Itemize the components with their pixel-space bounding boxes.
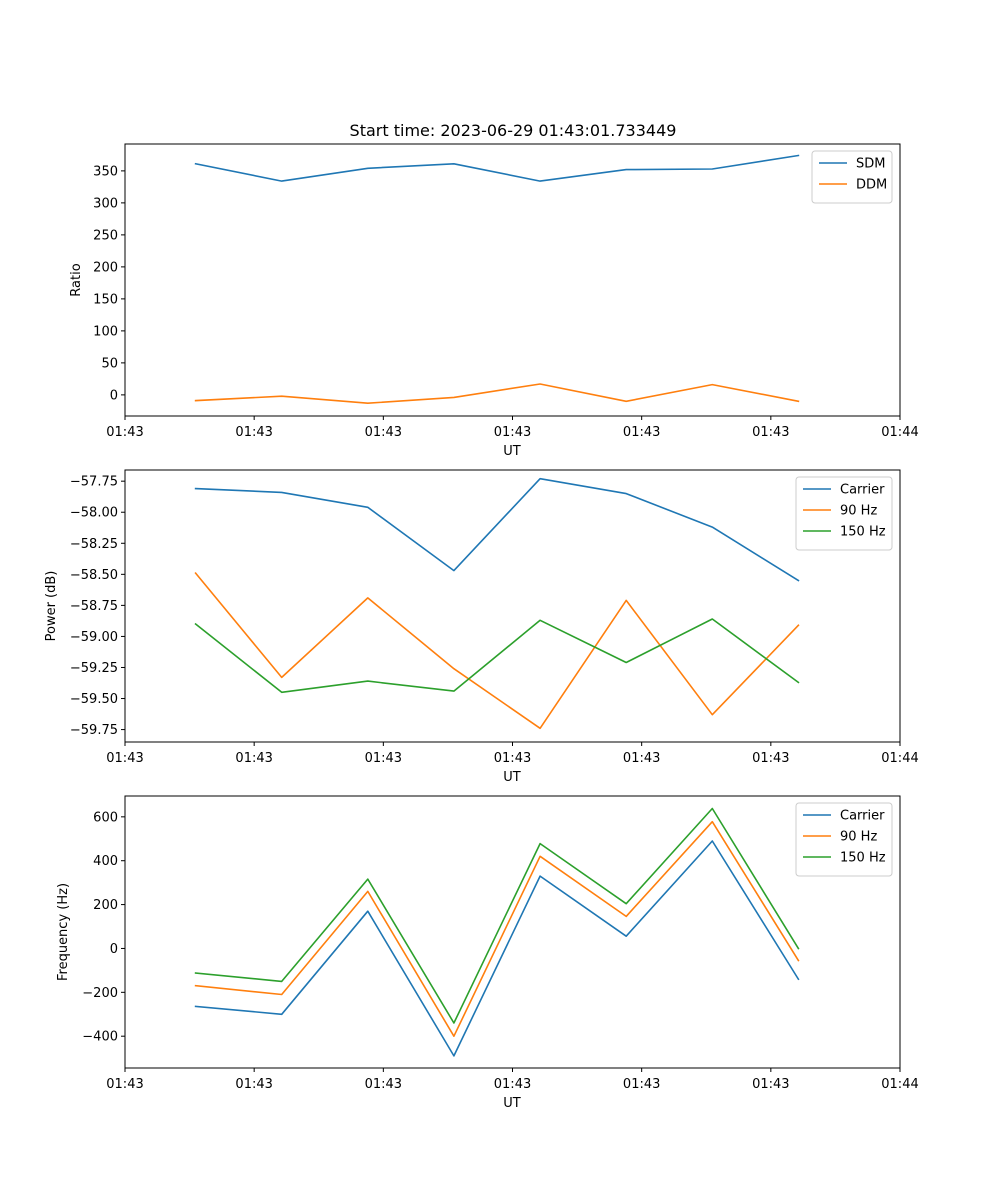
x-tick-label: 01:43: [752, 751, 789, 766]
series-line-carrier: [194, 477, 800, 582]
y-tick-label: 50: [101, 356, 118, 371]
y-axis-label-ratio: Ratio: [69, 263, 84, 296]
series-line-ddm: [194, 383, 800, 405]
y-axis-label-frequency: Frequency (Hz): [56, 883, 71, 981]
x-tick-label: 01:43: [235, 751, 272, 766]
legend-label: DDM: [856, 178, 887, 193]
series-line-90-hz: [194, 571, 800, 730]
y-tick-label: 350: [93, 164, 118, 179]
x-axis-label-frequency: UT: [503, 1096, 521, 1111]
legend-power: Carrier 90 Hz 150 Hz: [795, 476, 893, 551]
ratio-series: [194, 154, 800, 405]
plot-area-ratio: [124, 143, 901, 417]
y-tick-label: −59.50: [70, 692, 118, 707]
legend-label: 90 Hz: [840, 830, 877, 845]
x-tick-label: 01:43: [106, 425, 143, 440]
x-axis-label-ratio: UT: [503, 444, 521, 459]
x-tick-label: 01:43: [235, 1077, 272, 1092]
x-tick-label: 01:44: [881, 1077, 918, 1092]
panel-power: −57.75 −58.00 −58.25 −58.50 −58.75 −59.00 −59.…: [44, 469, 919, 785]
legend-label: 90 Hz: [840, 504, 877, 519]
y-tick-label: 100: [93, 324, 118, 339]
y-tick-label: 300: [93, 196, 118, 211]
frequency-y-ticks: −400 −200 0 200 400 600: [82, 810, 125, 1045]
x-tick-label: 01:43: [494, 425, 531, 440]
x-tick-label: 01:43: [623, 751, 660, 766]
y-tick-label: −59.00: [70, 630, 118, 645]
series-line-150-hz: [194, 618, 800, 694]
series-line-150-hz: [194, 807, 800, 1024]
x-tick-label: 01:44: [881, 751, 918, 766]
x-tick-label: 01:43: [235, 425, 272, 440]
power-y-ticks: −57.75 −58.00 −58.25 −58.50 −58.75 −59.00 −59.…: [70, 475, 125, 738]
x-tick-label: 01:43: [752, 1077, 789, 1092]
x-tick-label: 01:43: [752, 425, 789, 440]
legend-label: Carrier: [840, 809, 885, 824]
y-tick-label: 150: [93, 292, 118, 307]
legend-label: 150 Hz: [840, 851, 886, 866]
y-tick-label: −200: [82, 986, 118, 1001]
power-x-ticks: 01:43 01:43 01:43 01:43 01:43 01:43 01:44: [106, 742, 919, 766]
y-tick-label: −58.00: [70, 506, 118, 521]
plot-area-power: [124, 469, 901, 743]
y-tick-label: 400: [93, 854, 118, 869]
frequency-x-ticks: 01:43 01:43 01:43 01:43 01:43 01:43 01:44: [106, 1068, 919, 1092]
y-tick-label: 0: [110, 942, 118, 957]
y-tick-label: 600: [93, 810, 118, 825]
series-line-carrier: [194, 840, 800, 1057]
x-tick-label: 01:43: [494, 1077, 531, 1092]
ratio-y-ticks: 0 50 100 150 200 250 300 350: [93, 164, 125, 403]
y-tick-label: 0: [110, 388, 118, 403]
ratio-x-ticks: 01:43 01:43 01:43 01:43 01:43 01:43 01:44: [106, 416, 919, 440]
x-tick-label: 01:43: [494, 751, 531, 766]
series-line-sdm: [194, 154, 800, 182]
y-tick-label: 200: [93, 898, 118, 913]
legend-frequency: Carrier 90 Hz 150 Hz: [795, 802, 893, 877]
legend-label: Carrier: [840, 483, 885, 498]
x-tick-label: 01:43: [365, 1077, 402, 1092]
legend-ratio: SDM DDM: [811, 150, 893, 204]
y-axis-label-power: Power (dB): [44, 571, 59, 642]
legend-box: [811, 150, 893, 204]
series-line-90-hz: [194, 820, 800, 1037]
legend-label: SDM: [856, 157, 885, 172]
x-tick-label: 01:43: [106, 751, 143, 766]
x-tick-label: 01:43: [365, 425, 402, 440]
y-tick-label: 200: [93, 260, 118, 275]
x-tick-label: 01:43: [365, 751, 402, 766]
y-tick-label: −400: [82, 1030, 118, 1045]
frequency-series: [194, 807, 800, 1057]
y-tick-label: −59.75: [70, 723, 118, 738]
y-tick-label: −59.25: [70, 661, 118, 676]
x-tick-label: 01:43: [623, 425, 660, 440]
x-tick-label: 01:43: [623, 1077, 660, 1092]
y-tick-label: −58.75: [70, 599, 118, 614]
y-tick-label: −58.50: [70, 568, 118, 583]
y-tick-label: −58.25: [70, 537, 118, 552]
legend-label: 150 Hz: [840, 525, 886, 540]
x-axis-label-power: UT: [503, 770, 521, 785]
x-tick-label: 01:44: [881, 425, 918, 440]
y-tick-label: −57.75: [70, 475, 118, 490]
figure-title: Start time: 2023-06-29 01:43:01.733449: [350, 121, 677, 140]
y-tick-label: 250: [93, 228, 118, 243]
x-tick-label: 01:43: [106, 1077, 143, 1092]
power-series: [194, 477, 800, 730]
